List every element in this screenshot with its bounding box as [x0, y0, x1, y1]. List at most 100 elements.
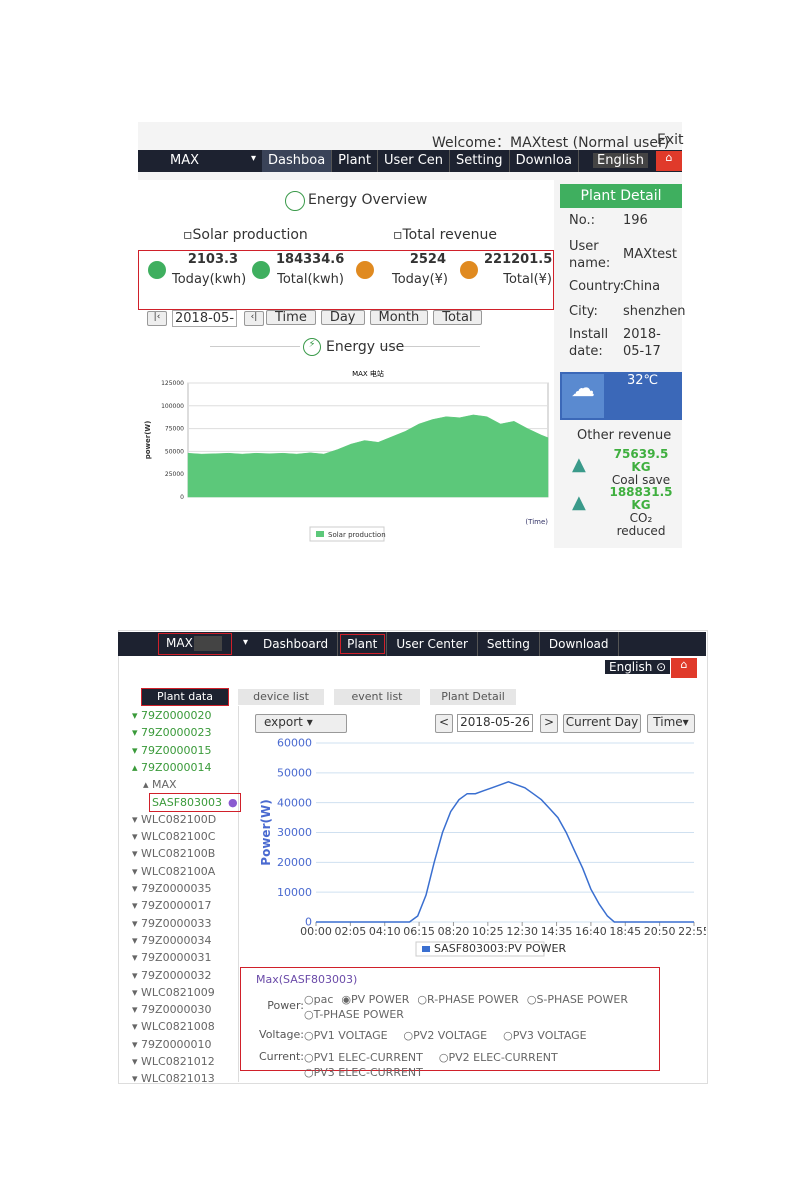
- tree-item[interactable]: ▾ 79Z0000031: [132, 951, 212, 965]
- plant-name[interactable]: MAX: [170, 153, 200, 168]
- dropdown[interactable]: ▾: [243, 637, 249, 648]
- highlight: [138, 250, 554, 310]
- radio-option[interactable]: ○R-PHASE POWER: [417, 993, 519, 1006]
- option-label: T-PHASE POWER: [313, 1008, 404, 1021]
- language[interactable]: English ⊙: [605, 660, 671, 674]
- tree-item[interactable]: ▾ WLC0821013: [132, 1072, 215, 1086]
- tree-item[interactable]: ▾ 79Z0000017: [132, 899, 212, 913]
- y-tick-label: 60000: [277, 737, 312, 750]
- radio-option[interactable]: ○PV1 VOLTAGE: [304, 1029, 388, 1042]
- nav-item[interactable]: Dashboa: [262, 150, 333, 172]
- tree-item[interactable]: ▾ WLC0821012: [132, 1055, 215, 1068]
- tree-item[interactable]: ▾ 79Z0000015: [132, 743, 212, 757]
- tree-item[interactable]: ▾ 79Z0000023: [132, 726, 212, 740]
- x-tick-label: 08:20: [438, 925, 470, 938]
- tree-item[interactable]: ▾ WLC0821008: [132, 1020, 215, 1034]
- stat-icon: [252, 261, 270, 279]
- tree-item[interactable]: SASF803003 ●: [149, 792, 241, 812]
- tree-label: 79Z0000020: [141, 709, 212, 722]
- tab[interactable]: Plant data: [141, 688, 229, 706]
- label: English: [609, 660, 653, 674]
- export[interactable]: export ▾: [255, 714, 347, 733]
- radio-option[interactable]: ◉PV POWER: [341, 993, 410, 1006]
- tab[interactable]: event list: [334, 689, 420, 705]
- current-day[interactable]: Current Day: [563, 714, 641, 733]
- tree-item[interactable]: ▾ WLC082100C: [132, 830, 216, 844]
- tree-label: SASF803003: [152, 795, 223, 809]
- label: Time: [653, 715, 683, 729]
- tree-item[interactable]: ▴ 79Z0000014: [132, 760, 212, 774]
- stat-icon: [148, 261, 166, 279]
- button[interactable]: Month: [369, 310, 429, 325]
- revenue-icon: ▲: [572, 492, 586, 513]
- tree-label: WLC0821012: [141, 1055, 215, 1068]
- tree-item[interactable]: ▾ 79Z0000033: [132, 916, 212, 930]
- prev[interactable]: <: [435, 714, 453, 733]
- legend-box: [309, 526, 385, 542]
- home-button[interactable]: ⌂: [656, 151, 682, 171]
- plant-name[interactable]: MAX: [166, 636, 193, 650]
- tree-item[interactable]: ▾ WLC0821009: [132, 985, 215, 999]
- tree-item[interactable]: ▾ WLC082100D: [132, 812, 217, 826]
- field-label: City:: [569, 304, 598, 319]
- tree-item[interactable]: ▾ 79Z0000020: [132, 709, 212, 722]
- radio-option[interactable]: ○PV3 ELEC-CURRENT: [304, 1066, 423, 1079]
- tree-item[interactable]: ▾ 79Z0000030: [132, 1003, 212, 1017]
- next[interactable]: >: [540, 714, 558, 733]
- date[interactable]: 2018-05-: [172, 310, 238, 327]
- tree-item[interactable]: ▾ 79Z0000034: [132, 933, 212, 947]
- legend-box: [415, 941, 545, 957]
- nav-item[interactable]: Setting: [450, 150, 510, 172]
- tree-item[interactable]: ▾ WLC082100B: [132, 847, 216, 861]
- radio-option[interactable]: ○PV2 ELEC-CURRENT: [438, 1051, 558, 1064]
- y-axis-label: power(W): [144, 421, 152, 460]
- nav-item[interactable]: Plant: [338, 632, 388, 656]
- date[interactable]: 2018-05-26: [457, 714, 533, 732]
- nav-item[interactable]: Download: [540, 632, 619, 656]
- dropdown[interactable]: ▾: [251, 153, 257, 164]
- tree-item[interactable]: ▾ 79Z0000010: [132, 1037, 212, 1051]
- button[interactable]: Total: [433, 310, 482, 325]
- field-value: MAXtest: [623, 247, 677, 262]
- y-tick-label: 0: [180, 494, 184, 501]
- button[interactable]: Day: [320, 310, 365, 325]
- tab[interactable]: device list: [238, 689, 324, 705]
- nav-item[interactable]: Downloa: [510, 150, 579, 172]
- button[interactable]: Time: [266, 310, 316, 325]
- nav-items: Dashboard Plant User Center Setting Download: [254, 632, 619, 656]
- chart-title: MAX 电站: [352, 369, 384, 378]
- mode[interactable]: Time▾: [647, 714, 695, 733]
- overview-title: Energy Overview: [308, 192, 428, 208]
- tree-item[interactable]: ▴ MAX: [143, 778, 177, 792]
- next[interactable]: ‹|: [244, 311, 264, 326]
- stat-value: 2524: [409, 252, 446, 267]
- mask: [194, 636, 222, 651]
- y-tick-label: 100000: [161, 403, 184, 410]
- label: Total revenue: [402, 227, 497, 243]
- nav-item[interactable]: User Center: [387, 632, 478, 656]
- nav-item[interactable]: User Cen: [378, 150, 451, 172]
- radio-option[interactable]: ○PV1 ELEC-CURRENT: [304, 1051, 423, 1064]
- radio-option[interactable]: ○S-PHASE POWER: [526, 993, 629, 1006]
- prev[interactable]: |‹: [147, 311, 167, 326]
- tree-item[interactable]: ▾ 79Z0000035: [132, 882, 212, 895]
- nav-item[interactable]: Dashboard: [254, 632, 339, 656]
- exit[interactable]: Exit: [657, 132, 684, 148]
- radio-option[interactable]: ○T-PHASE POWER: [304, 1008, 404, 1021]
- home-button[interactable]: ⌂: [671, 658, 697, 678]
- nav-item[interactable]: Setting: [478, 632, 540, 656]
- radio-option[interactable]: ○PV3 VOLTAGE: [503, 1029, 587, 1042]
- radio-option[interactable]: ○PV2 VOLTAGE: [403, 1029, 488, 1042]
- tree-label: WLC082100B: [141, 847, 216, 861]
- options-title: Max(SASF803003): [256, 973, 358, 986]
- tree-item[interactable]: ▾ WLC082100A: [132, 864, 216, 878]
- nav-item[interactable]: Plant: [332, 150, 378, 172]
- language[interactable]: English: [593, 153, 648, 168]
- tree-item[interactable]: ▾ 79Z0000032: [132, 968, 212, 982]
- label: export: [264, 715, 303, 729]
- y-axis-label: Power(W): [259, 799, 273, 865]
- radio-option[interactable]: ○pac: [304, 993, 334, 1006]
- y-tick-label: 25000: [165, 471, 184, 478]
- y-tick-label: 10000: [277, 886, 312, 899]
- tab[interactable]: Plant Detail: [430, 689, 516, 705]
